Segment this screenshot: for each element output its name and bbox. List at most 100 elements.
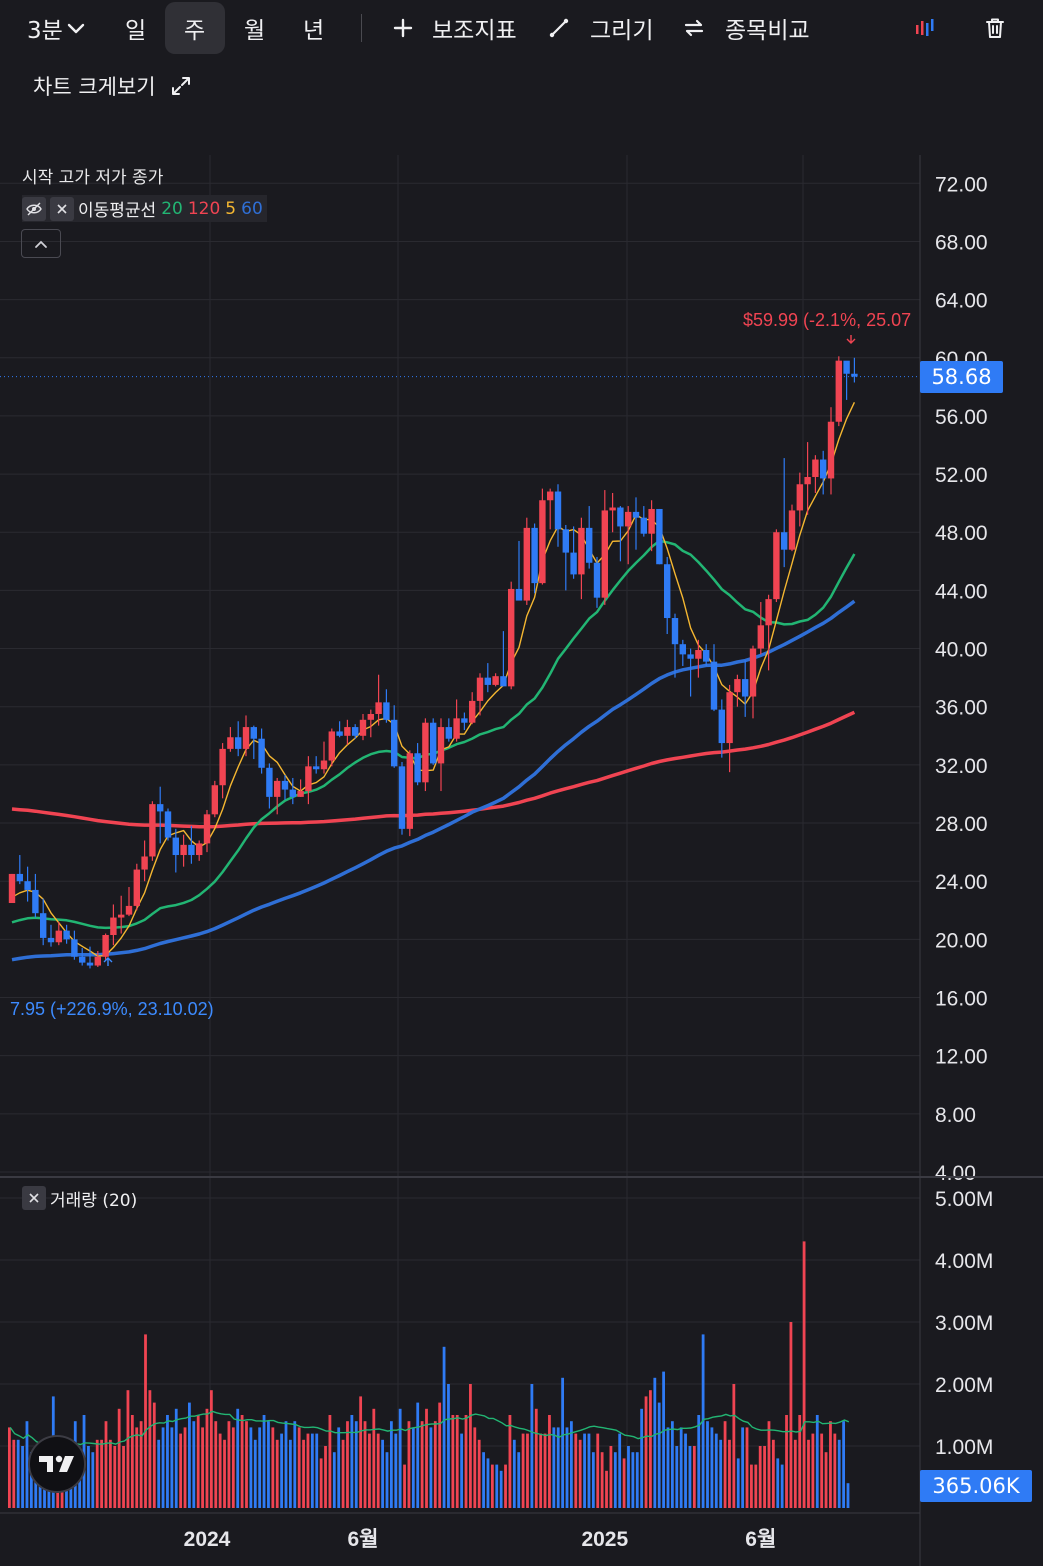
candle-body [617,507,624,527]
candle-body [313,766,320,770]
candle-body [16,873,23,882]
period-week-label: 주 [184,18,206,44]
price-tick-label: 8.00 [935,1104,976,1127]
volume-bar [174,1408,178,1508]
volume-bar [324,1446,327,1508]
candle-body [804,476,811,485]
candle-body [242,727,250,749]
volume-ma-line [9,1410,850,1446]
draw-button[interactable]: 그리기 [548,2,653,54]
candle-body [328,731,335,761]
volume-bar [363,1421,367,1508]
volume-tick-label: 2.00M [935,1374,993,1397]
candle-body [773,532,780,600]
volume-bar [640,1408,644,1508]
candle-body [188,844,195,856]
candle-body [726,692,733,744]
volume-bar [526,1433,529,1508]
price-tick-label: 4.00 [935,1162,976,1185]
candle-body [227,737,234,749]
volume-bar [398,1408,402,1508]
candle-body [391,719,398,767]
ma-legend-label: 이동평균선 [78,201,157,221]
volume-bar [469,1384,472,1508]
collapse-legend-button[interactable] [21,229,61,258]
volume-bar [455,1415,459,1508]
volume-bar [666,1427,670,1508]
price-tick-label: 36.00 [935,697,988,720]
current-price-tag: 58.68 [920,361,1003,393]
swap-arrows-icon [684,19,704,37]
volume-bar [271,1427,275,1508]
time-tick-label: 6월 [745,1528,776,1551]
candle-body [63,930,70,940]
high-marker-label: $59.99 (-2.1%, 25.07 [743,310,911,330]
volume-bar [521,1433,525,1508]
candle-body [570,552,577,575]
volume-bar [394,1433,398,1508]
candle-body [742,679,749,697]
plus-icon [393,18,413,38]
volume-bar [662,1371,665,1508]
candle-body [593,562,601,598]
candle-body [281,780,289,790]
volume-bar [846,1483,850,1508]
candle-body [500,676,507,687]
volume-bar [824,1452,828,1508]
candle-body [406,753,413,829]
volume-bar [543,1433,547,1508]
delete-button[interactable] [983,2,1007,54]
ma-period-120: 120 [187,198,221,219]
volume-bar [820,1433,824,1508]
candle-body [141,856,148,870]
indicator-label: 보조지표 [432,18,517,44]
candle-body [827,421,835,479]
compare-button[interactable]: 종목비교 [683,2,810,54]
candle-body [336,731,343,736]
volume-bar [552,1427,556,1508]
candle-body [266,767,273,797]
eye-off-icon[interactable] [22,196,46,221]
volume-bar [231,1427,235,1508]
volume-tick-label: 4.00M [935,1250,993,1273]
close-icon[interactable] [22,1186,46,1210]
volume-bar [78,1458,82,1508]
price-tick-label: 40.00 [935,639,988,662]
candle-body [24,881,31,890]
volume-bar [631,1452,635,1508]
candle-body [86,962,94,966]
tradingview-logo[interactable] [28,1435,86,1493]
volume-bar [8,1427,11,1508]
candle-body [102,934,109,957]
candle-body [554,491,562,530]
period-week-tab[interactable]: 주 [184,2,205,54]
close-icon[interactable] [50,196,74,221]
volume-bar [837,1439,841,1508]
current-volume-tag: 365.06K [920,1470,1032,1502]
expand-chart-button[interactable]: 차트 크게보기 [33,66,192,106]
chart-style-button[interactable] [913,2,937,54]
ma-legend: 이동평균선 20 120 5 60 [22,195,267,222]
volume-bar [227,1421,231,1508]
volume-bar [482,1452,485,1508]
volume-bar [170,1427,174,1508]
candle-body [274,780,281,797]
volume-bar [166,1415,169,1508]
price-tick-label: 52.00 [935,464,988,487]
toolbar-divider [361,14,362,42]
volume-bar [451,1415,455,1508]
period-day-tab[interactable]: 일 [125,2,146,54]
period-month-tab[interactable]: 월 [244,2,265,54]
interval-dropdown[interactable]: 3분 [27,2,87,54]
volume-bar [117,1408,121,1508]
candle-body [258,738,265,768]
chevron-up-icon [35,240,47,248]
candle-body [531,527,538,584]
candle-bars-icon [916,19,934,36]
indicator-button[interactable]: 보조지표 [392,2,517,54]
volume-bar [723,1421,727,1508]
period-year-tab[interactable]: 년 [303,2,324,54]
volume-bar [833,1433,837,1508]
low-arrow-icon [103,957,113,966]
